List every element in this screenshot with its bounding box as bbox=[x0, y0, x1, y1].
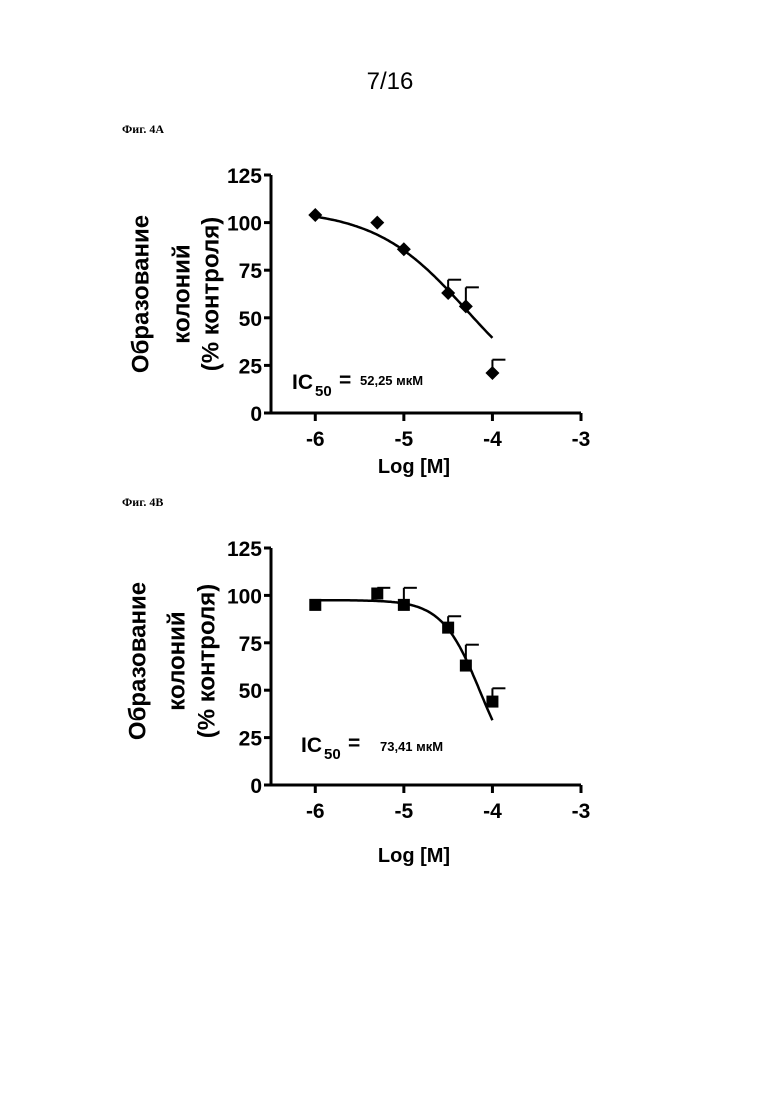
x-axis-title: Log [M] bbox=[378, 845, 450, 867]
x-tick-label: -6 bbox=[306, 800, 325, 823]
x-tick-label: -5 bbox=[395, 800, 414, 823]
y-tick-label: 50 bbox=[239, 680, 262, 703]
y-axis-title-line: (% контроля) bbox=[193, 584, 220, 739]
data-point-square bbox=[309, 599, 321, 611]
data-point-square bbox=[460, 660, 472, 672]
y-tick-label: 25 bbox=[239, 728, 263, 751]
ic50-equals: = bbox=[348, 732, 360, 755]
y-tick-label: 0 bbox=[250, 775, 262, 798]
chart-fig-4b: 0 25 50 75 100 125 -6 -5 -4 -3 Log [M] Образование к… bbox=[0, 0, 780, 880]
data-point-square bbox=[371, 588, 383, 600]
y-axis-title-line: колоний bbox=[163, 611, 190, 710]
y-tick-label: 75 bbox=[239, 633, 263, 656]
data-point-square bbox=[486, 696, 498, 708]
x-tick-label: -3 bbox=[572, 800, 591, 823]
data-point-square bbox=[398, 599, 410, 611]
x-tick-label: -4 bbox=[483, 800, 502, 823]
y-tick-label: 125 bbox=[227, 538, 262, 561]
ic50-label: IC bbox=[301, 734, 322, 757]
ic50-subscript: 50 bbox=[324, 746, 341, 763]
y-axis-title-line: Образование bbox=[124, 582, 151, 740]
y-tick-label: 100 bbox=[227, 585, 262, 608]
data-point-square bbox=[442, 622, 454, 634]
ic50-value: 73,41 мкМ bbox=[380, 739, 443, 754]
